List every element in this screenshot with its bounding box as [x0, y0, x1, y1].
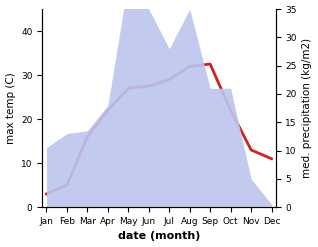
Y-axis label: max temp (C): max temp (C) — [5, 72, 16, 144]
X-axis label: date (month): date (month) — [118, 231, 200, 242]
Y-axis label: med. precipitation (kg/m2): med. precipitation (kg/m2) — [302, 38, 313, 178]
